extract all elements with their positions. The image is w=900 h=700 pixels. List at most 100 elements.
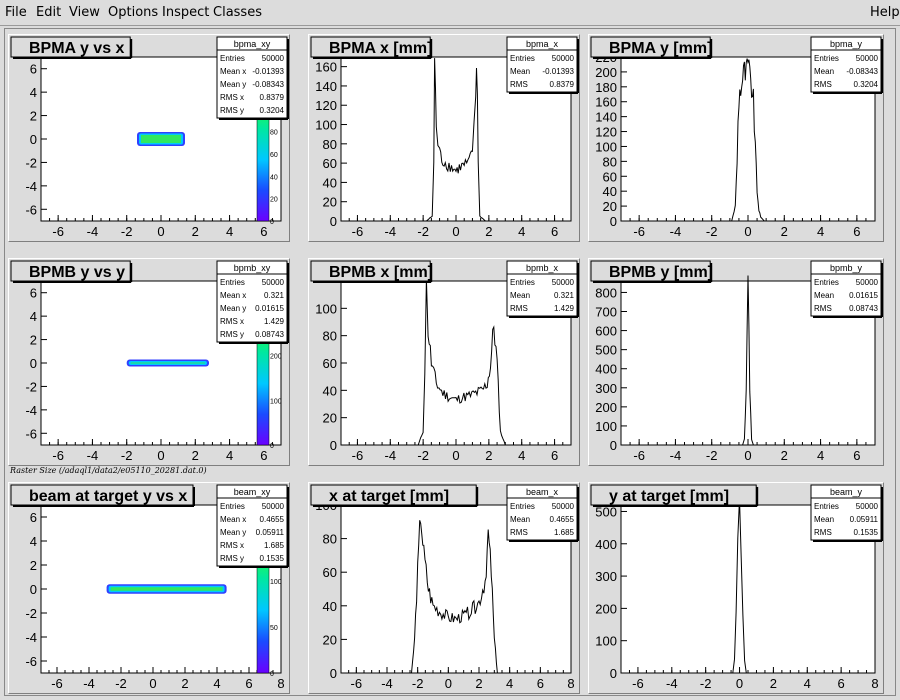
menu-options[interactable]: Options [108, 5, 159, 20]
stats-label: Mean x [220, 291, 246, 300]
canvas-label: Raster Size (/adaql1/data2/e05110_20281.… [10, 466, 207, 475]
stats-name: bpmb_xy [234, 263, 271, 273]
stats-label: RMS [510, 304, 528, 313]
x-tick-label: 2 [485, 448, 492, 463]
palette-tick-label: 0 [270, 671, 274, 678]
y-tick-label: 200 [595, 400, 617, 415]
stats-value: 50000 [856, 54, 879, 63]
stats-label: Entries [814, 278, 839, 287]
stats-value: 0.1535 [854, 528, 879, 537]
stats-value: -0.01393 [252, 67, 284, 76]
stats-label: Entries [220, 278, 245, 287]
x-tick-label: -2 [121, 224, 133, 239]
menu-inspect[interactable]: Inspect [162, 5, 210, 20]
x-tick-label: 6 [838, 676, 845, 691]
y-tick-label: 400 [595, 537, 617, 552]
chart-svg: -6-4-202468020406080100x at target [mm]b… [310, 484, 579, 691]
stats-value: 0.321 [554, 291, 575, 300]
stats-label: Mean x [220, 515, 246, 524]
x-tick-label: -2 [121, 448, 133, 463]
menu-help[interactable]: Help [870, 5, 900, 20]
palette-tick-label: 200 [270, 354, 282, 361]
y-tick-label: 2 [30, 333, 37, 348]
palette-tick-label: 50 [270, 625, 278, 632]
stats-label: Entries [510, 54, 535, 63]
pad-bpma_y[interactable]: -6-4-20246020406080100120140160180200220… [588, 34, 884, 242]
y-tick-label: 0 [610, 666, 617, 681]
x-tick-label: -4 [381, 676, 393, 691]
pad-bpmb_x[interactable]: -6 -4 -2 0 2 4 6 0 20 40 60 80 100 BPMB x [mm] bpmb_x E… [308, 258, 580, 466]
stats-label: Entries [510, 278, 535, 287]
histogram-line [621, 275, 875, 446]
stats-label: Entries [510, 502, 535, 511]
x-tick-label: -2 [412, 676, 424, 691]
menu-file[interactable]: File [5, 5, 27, 20]
stats-value: 50000 [262, 54, 285, 63]
pad-bpmb_y[interactable]: -6 -4 -2 0 2 4 6 0 100 200 300 400 500 600 700 800 BPMB … [588, 258, 884, 466]
stats-label: RMS [814, 80, 832, 89]
y-tick-label: 200 [595, 65, 617, 80]
stats-box [810, 36, 882, 93]
stats-label: Mean y [220, 528, 246, 537]
y-tick-label: 60 [323, 156, 337, 171]
stats-name: beam_x [526, 487, 559, 497]
y-tick-label: 6 [30, 510, 37, 525]
stats-value: 0.01615 [849, 291, 878, 300]
stats-label: Entries [814, 502, 839, 511]
stats-name: bpmb_x [526, 263, 559, 273]
menu-classes[interactable]: Classes [213, 5, 262, 20]
x-tick-label: 0 [452, 224, 459, 239]
x-tick-label: -2 [706, 448, 718, 463]
x-tick-label: 0 [149, 676, 156, 691]
x-tick-label: 0 [452, 448, 459, 463]
x-tick-label: 4 [226, 224, 233, 239]
y-tick-label: 200 [595, 601, 617, 616]
stats-label: RMS y [220, 554, 244, 563]
stats-value: 0.05911 [256, 528, 285, 537]
menu-edit[interactable]: Edit [36, 5, 62, 20]
stats-value: 50000 [856, 502, 879, 511]
palette-tick-label: 20 [270, 197, 278, 204]
y-tick-label: 160 [595, 95, 617, 110]
menu-view[interactable]: View [69, 5, 100, 20]
x-tick-label: -4 [385, 224, 397, 239]
plot-title: BPMA x [mm] [329, 40, 432, 57]
y-tick-label: 40 [603, 184, 617, 199]
plot-title: y at target [mm] [609, 488, 729, 505]
x-tick-label: -2 [115, 676, 127, 691]
pad-bpma_x[interactable]: -6 -4 -2 0 2 4 6 0 20 40 60 80 100 120 140 160 BPMA x [m… [308, 34, 580, 242]
stats-label: Mean [814, 291, 834, 300]
y-tick-label: 100 [595, 139, 617, 154]
stats-label: RMS [814, 528, 832, 537]
x-tick-label: -6 [351, 676, 363, 691]
stats-value: 50000 [552, 278, 575, 287]
y-tick-label: 100 [595, 634, 617, 649]
y-tick-label: 120 [315, 98, 337, 113]
y-tick-label: 2 [30, 109, 37, 124]
x-tick-label: -6 [633, 448, 645, 463]
x-tick-label: 6 [537, 676, 544, 691]
y-tick-label: 100 [595, 419, 617, 434]
y-tick-label: 20 [323, 195, 337, 210]
y-tick-label: 20 [603, 199, 617, 214]
y-tick-label: 2 [30, 558, 37, 573]
stats-value: 0.4655 [550, 515, 575, 524]
stats-label: Mean [814, 67, 834, 76]
chart-svg: -6-4-20246020406080100120140160180200220… [590, 36, 883, 239]
x-tick-label: 0 [157, 448, 164, 463]
stats-label: Mean y [220, 304, 246, 313]
y-tick-label: 0 [30, 132, 37, 147]
x-tick-label: -2 [700, 676, 712, 691]
x-tick-label: -6 [352, 224, 364, 239]
pad-beam_y[interactable]: -6 -4 -2 0 2 4 6 8 0 100 200 300 400 500 y at target [… [588, 482, 884, 694]
pad-bpma_xy[interactable]: -6-4-20246-6-4-20246020406080100120BPMA … [8, 34, 290, 242]
plot-title: beam at target y vs x [29, 488, 187, 505]
stats-value: -0.01393 [542, 67, 574, 76]
pad-beam_x[interactable]: -6-4-202468020406080100x at target [mm]b… [308, 482, 580, 694]
y-tick-label: 500 [595, 343, 617, 358]
